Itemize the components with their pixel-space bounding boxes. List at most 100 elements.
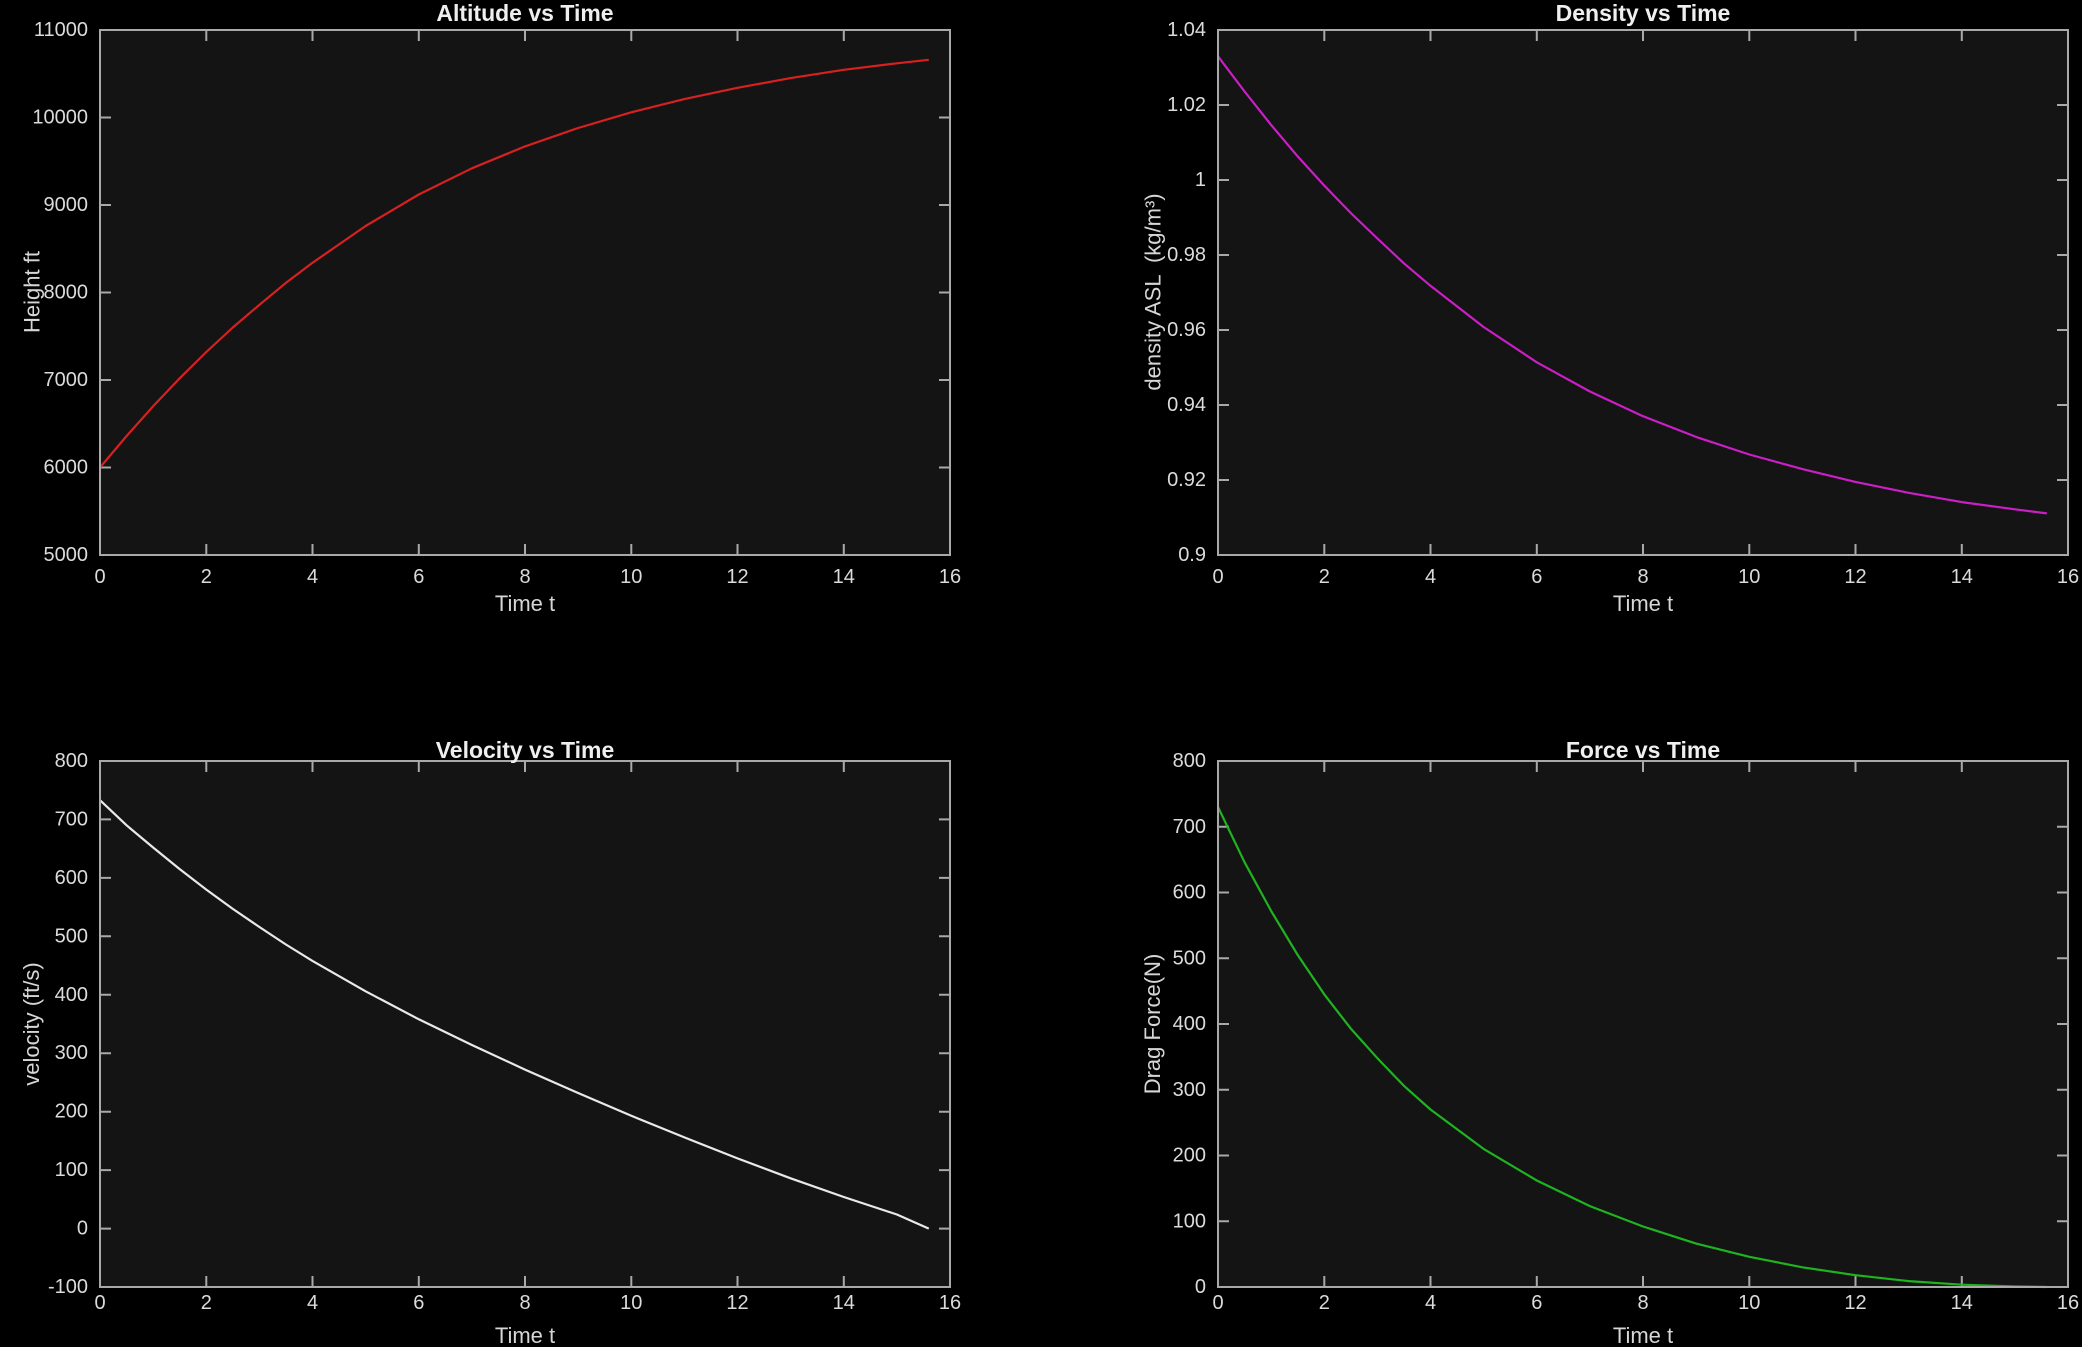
x-tick-label: 14 bbox=[833, 566, 855, 588]
x-tick-label: 4 bbox=[1425, 1292, 1436, 1314]
y-tick-label: 500 bbox=[1173, 947, 1206, 969]
force-x-axis-label: Time t bbox=[1612, 1323, 1674, 1347]
x-tick-label: 2 bbox=[1319, 1292, 1330, 1314]
subplot-density-vs-time: 0 2 4 6 8 10 12 14 16 0.9 0.92 0.94 0.96 0.98 1 1.02 1.0… bbox=[1041, 0, 2082, 673]
x-tick-label: 6 bbox=[1531, 1292, 1542, 1314]
y-tick-label: 800 bbox=[1173, 750, 1206, 772]
y-tick-label: -100 bbox=[48, 1276, 88, 1298]
velocity-x-axis-label: Time t bbox=[494, 1323, 556, 1347]
x-tick-label: 4 bbox=[1425, 566, 1436, 588]
x-tick-label: 2 bbox=[1319, 566, 1330, 588]
x-tick-label: 10 bbox=[620, 566, 642, 588]
y-tick-label: 600 bbox=[1173, 882, 1206, 904]
x-tick-label: 14 bbox=[1951, 1292, 1973, 1314]
x-tick-label: 12 bbox=[726, 566, 748, 588]
y-tick-label: 200 bbox=[55, 1101, 88, 1123]
y-tick-label: 9000 bbox=[44, 194, 89, 216]
x-tick-label: 16 bbox=[2057, 566, 2079, 588]
velocity-plot-canvas: 0 2 4 6 8 10 12 14 16 -100 0 100 200 300 400 500 600 700 8… bbox=[48, 750, 961, 1314]
axes-box bbox=[99, 29, 951, 556]
force-y-axis-label: Drag Force(N) bbox=[1140, 953, 1165, 1095]
x-tick-label: 4 bbox=[307, 566, 318, 588]
x-tick-label: 0 bbox=[94, 566, 105, 588]
velocity-chart-title: Velocity vs Time bbox=[435, 737, 615, 763]
axes-box bbox=[1217, 29, 2069, 556]
x-tick-label: 16 bbox=[939, 566, 961, 588]
density-y-axis-label: density ASL (kg/m³) bbox=[1140, 193, 1166, 391]
y-tick-label: 8000 bbox=[44, 282, 89, 304]
plot-area bbox=[100, 761, 950, 1287]
density-chart-title: Density vs Time bbox=[1555, 0, 1731, 26]
altitude-chart-title: Altitude vs Time bbox=[436, 0, 614, 26]
altitude-x-axis-label: Time t bbox=[494, 591, 556, 616]
y-tick-label: 5000 bbox=[44, 544, 89, 566]
y-tick-label: 11000 bbox=[34, 19, 88, 41]
y-tick-label: 600 bbox=[55, 867, 88, 889]
velocity-curve bbox=[99, 799, 930, 1230]
y-tick-label: 0 bbox=[1195, 1276, 1206, 1298]
y-tick-label: 400 bbox=[55, 984, 88, 1006]
plot-area bbox=[1218, 30, 2068, 555]
density-x-axis-label: Time t bbox=[1612, 591, 1674, 616]
altitude-plot-canvas: 0 2 4 6 8 10 12 14 16 5000 6000 7000 8000 9000 10000 11… bbox=[32, 19, 961, 588]
x-tick-label: 8 bbox=[1637, 566, 1648, 588]
x-tick-label: 0 bbox=[94, 1292, 105, 1314]
x-tick-label: 14 bbox=[1951, 566, 1973, 588]
x-tick-label: 6 bbox=[413, 566, 424, 588]
x-tick-label: 12 bbox=[726, 1292, 748, 1314]
y-tick-label: 300 bbox=[55, 1042, 88, 1064]
x-tick-label: 8 bbox=[1637, 1292, 1648, 1314]
x-tick-label: 0 bbox=[1212, 1292, 1223, 1314]
axes-box bbox=[99, 760, 951, 1288]
x-tick-label: 6 bbox=[1531, 566, 1542, 588]
y-tick-label: 400 bbox=[1173, 1013, 1206, 1035]
x-tick-label: 16 bbox=[2057, 1292, 2079, 1314]
altitude-y-axis-label: Height ft bbox=[19, 251, 45, 333]
y-tick-label: 1.04 bbox=[1167, 19, 1206, 41]
y-tick-label: 100 bbox=[1173, 1210, 1206, 1232]
y-tick-label: 1 bbox=[1195, 169, 1206, 191]
altitude-curve bbox=[99, 58, 929, 469]
x-tick-label: 14 bbox=[833, 1292, 855, 1314]
force-curve bbox=[1217, 806, 2047, 1289]
y-tick-label: 0.9 bbox=[1178, 544, 1206, 566]
x-tick-label: 16 bbox=[939, 1292, 961, 1314]
y-tick-label: 0.92 bbox=[1167, 469, 1206, 491]
x-tick-label: 2 bbox=[201, 566, 212, 588]
velocity-y-axis-label: velocity (ft/s) bbox=[19, 962, 44, 1086]
y-tick-label: 10000 bbox=[32, 107, 88, 129]
y-tick-label: 700 bbox=[55, 808, 88, 830]
x-tick-label: 4 bbox=[307, 1292, 318, 1314]
y-tick-label: 1.02 bbox=[1167, 94, 1206, 116]
x-tick-label: 8 bbox=[519, 566, 530, 588]
density-plot-canvas: 0 2 4 6 8 10 12 14 16 0.9 0.92 0.94 0.96 0.98 1 1.02 1.0… bbox=[1167, 19, 2079, 588]
subplot-force-vs-time: 0 2 4 6 8 10 12 14 16 0 100 200 300 400 500 600 700 800 F… bbox=[1041, 673, 2082, 1347]
plot-area bbox=[100, 30, 950, 555]
x-tick-label: 12 bbox=[1844, 566, 1866, 588]
x-tick-label: 12 bbox=[1844, 1292, 1866, 1314]
y-tick-label: 100 bbox=[55, 1159, 88, 1181]
force-plot-canvas: 0 2 4 6 8 10 12 14 16 0 100 200 300 400 500 600 700 800 bbox=[1173, 750, 2080, 1314]
subplot-velocity-vs-time: 0 2 4 6 8 10 12 14 16 -100 0 100 200 300 400 500 600 700 8… bbox=[0, 673, 1041, 1347]
subplot-altitude-vs-time: 0 2 4 6 8 10 12 14 16 5000 6000 7000 8000 9000 10000 11… bbox=[0, 0, 1041, 673]
x-tick-label: 10 bbox=[1738, 566, 1760, 588]
y-tick-label: 0.96 bbox=[1167, 319, 1206, 341]
y-tick-label: 200 bbox=[1173, 1145, 1206, 1167]
axes-box bbox=[1217, 760, 2069, 1288]
y-tick-label: 800 bbox=[55, 750, 88, 772]
y-tick-label: 300 bbox=[1173, 1079, 1206, 1101]
y-tick-label: 0.94 bbox=[1167, 394, 1206, 416]
plot-area bbox=[1218, 761, 2068, 1287]
x-tick-label: 2 bbox=[201, 1292, 212, 1314]
x-tick-label: 0 bbox=[1212, 566, 1223, 588]
x-tick-label: 8 bbox=[519, 1292, 530, 1314]
y-tick-label: 0.98 bbox=[1167, 244, 1206, 266]
x-tick-label: 10 bbox=[1738, 1292, 1760, 1314]
y-tick-label: 700 bbox=[1173, 816, 1206, 838]
y-tick-label: 0 bbox=[77, 1218, 88, 1240]
force-chart-title: Force vs Time bbox=[1565, 737, 1721, 763]
x-tick-label: 6 bbox=[413, 1292, 424, 1314]
y-tick-label: 500 bbox=[55, 925, 88, 947]
y-tick-label: 7000 bbox=[44, 369, 89, 391]
